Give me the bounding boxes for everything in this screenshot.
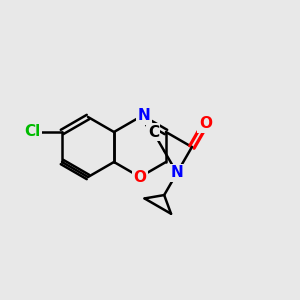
Text: O: O (199, 116, 212, 131)
Text: N: N (170, 166, 183, 181)
Text: C: C (148, 124, 159, 140)
Text: Cl: Cl (24, 124, 40, 140)
Text: O: O (134, 169, 146, 184)
Text: N: N (137, 108, 150, 123)
